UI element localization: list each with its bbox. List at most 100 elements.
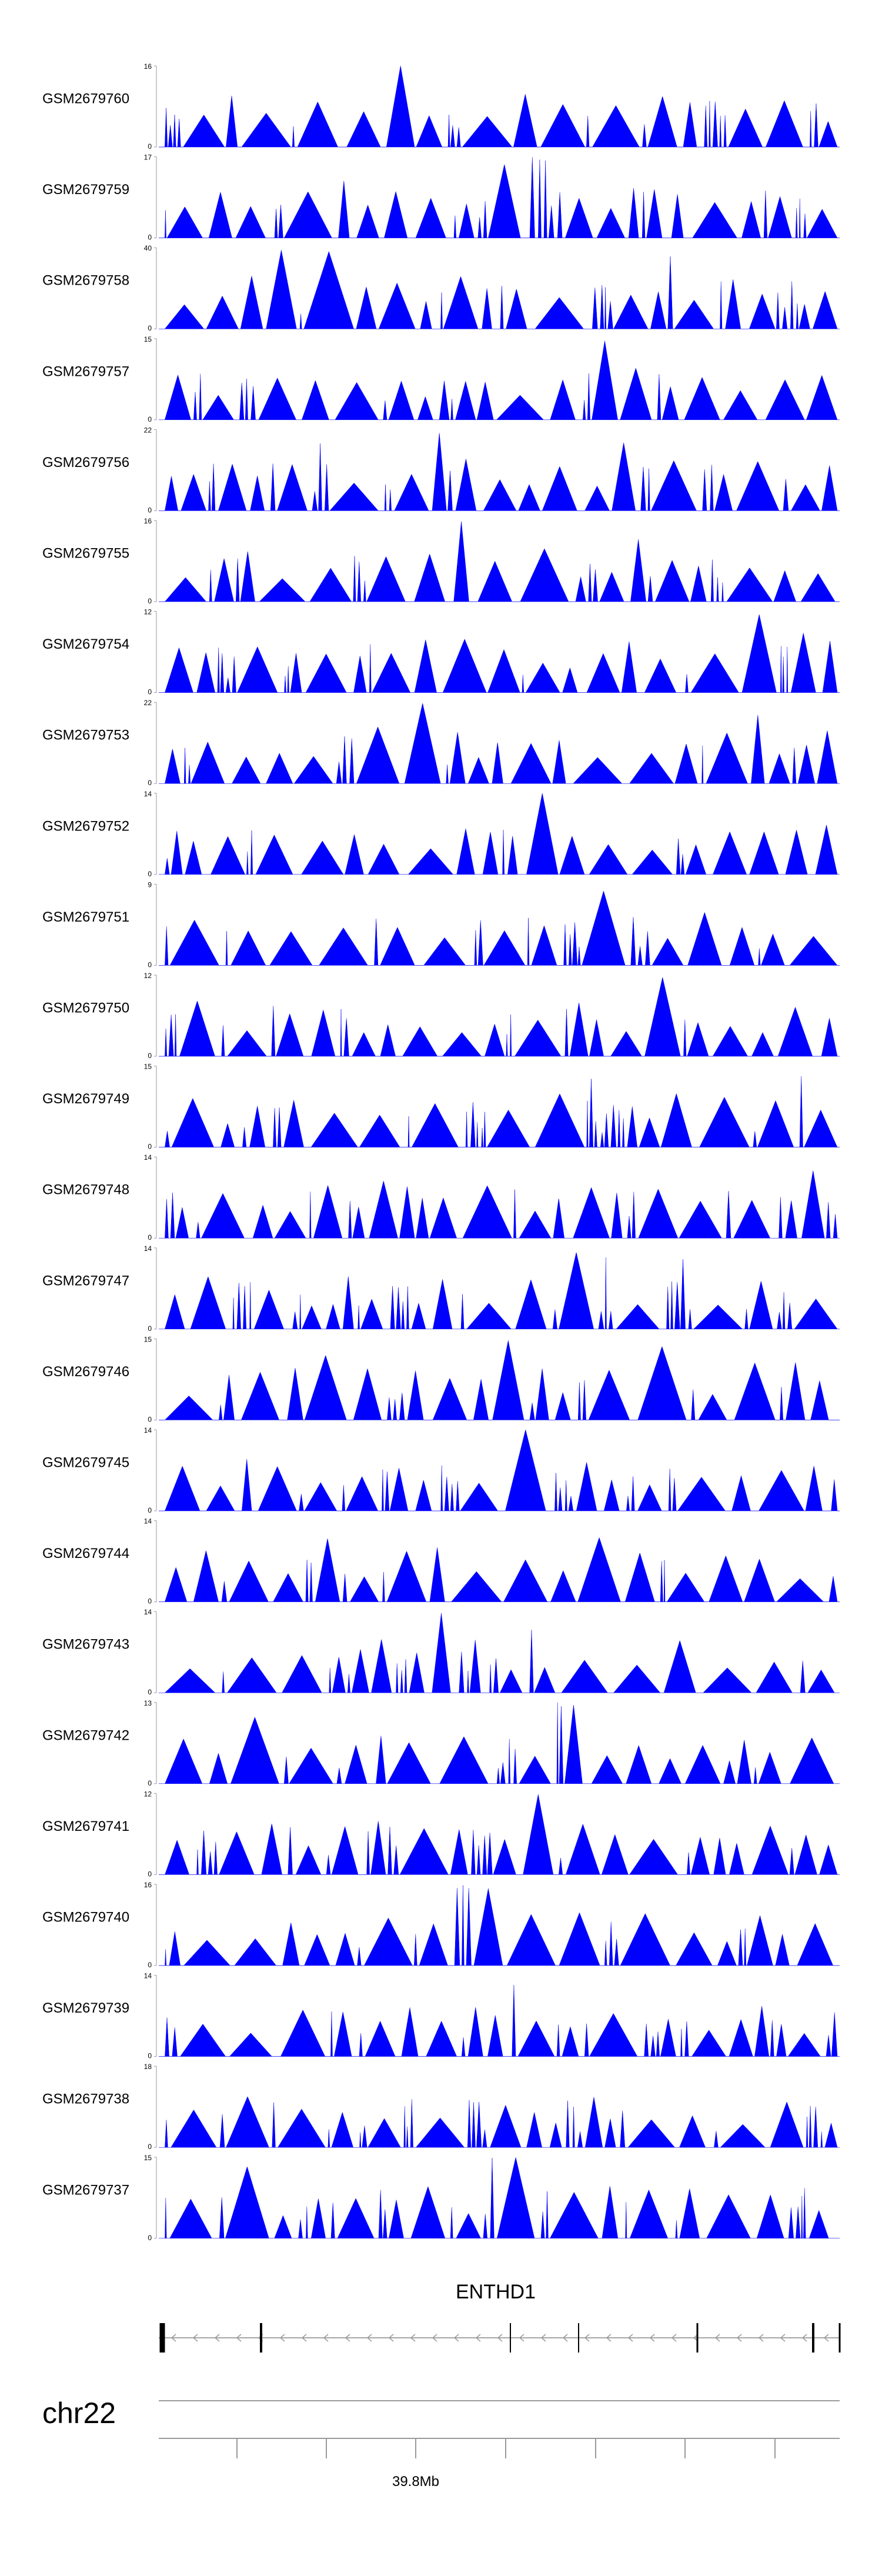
coverage-area (158, 1252, 840, 1330)
strand-arrow (671, 2334, 677, 2342)
strand-arrow (323, 2334, 329, 2342)
y-min-label: 0 (148, 960, 152, 969)
y-max-label: 15 (144, 2154, 152, 2162)
gene-annotation: ENTHD1 (159, 2281, 841, 2353)
coverage-track: GSM2679755 16 0 (42, 517, 840, 605)
coverage-area (158, 1170, 840, 1239)
coverage-area (158, 614, 840, 693)
y-max-label: 16 (144, 62, 152, 71)
coverage-area (158, 1613, 840, 1693)
strand-arrow (736, 2334, 742, 2342)
coverage-area (158, 157, 840, 238)
track-label: GSM2679744 (42, 1546, 129, 1561)
y-max-label: 16 (144, 1881, 152, 1889)
coverage-area (158, 341, 840, 421)
strand-arrow (780, 2334, 786, 2342)
y-min-label: 0 (148, 233, 152, 242)
y-min-label: 0 (148, 597, 152, 605)
coverage-area (158, 250, 840, 329)
coverage-area (158, 1429, 840, 1511)
axis-ticks (236, 2438, 776, 2458)
strand-arrow (345, 2334, 350, 2342)
track-label: GSM2679747 (42, 1273, 129, 1289)
y-max-label: 14 (144, 1244, 152, 1253)
strand-arrow (366, 2334, 372, 2342)
y-max-label: 13 (144, 1699, 152, 1707)
strand-arrow (606, 2334, 612, 2342)
y-min-label: 0 (148, 688, 152, 696)
exon (812, 2323, 814, 2353)
y-min-label: 0 (148, 1870, 152, 1878)
coverage-track: GSM2679758 40 0 (42, 244, 840, 332)
y-max-label: 18 (144, 2063, 152, 2071)
track-label: GSM2679740 (42, 1909, 129, 1925)
y-min-label: 0 (148, 1688, 152, 1696)
y-max-label: 14 (144, 1517, 152, 1526)
y-min-label: 0 (148, 1506, 152, 1514)
y-max-label: 14 (144, 790, 152, 798)
coverage-area (158, 1984, 840, 2057)
y-max-label: 14 (144, 1972, 152, 1980)
track-label: GSM2679737 (42, 2182, 129, 2198)
exon (578, 2323, 579, 2353)
coverage-track: GSM2679745 14 0 (42, 1426, 840, 1514)
coverage-track: GSM2679753 22 0 (42, 699, 840, 787)
track-label: GSM2679758 (42, 273, 129, 289)
y-min-label: 0 (148, 2052, 152, 2060)
y-min-label: 0 (148, 1961, 152, 1969)
coverage-track: GSM2679749 15 0 (42, 1063, 840, 1151)
coverage-track: GSM2679746 15 0 (42, 1335, 840, 1423)
track-label: GSM2679760 (42, 91, 129, 106)
coverage-track: GSM2679757 15 0 (42, 335, 840, 423)
coverage-area (158, 1340, 840, 1420)
coverage-area (158, 703, 840, 784)
track-label: GSM2679739 (42, 2000, 129, 2016)
strand-arrow (562, 2334, 568, 2342)
y-min-label: 0 (148, 1415, 152, 1423)
y-min-label: 0 (148, 1597, 152, 1606)
strand-arrow (171, 2334, 176, 2342)
strand-arrow (301, 2334, 307, 2342)
y-max-label: 14 (144, 1153, 152, 1162)
strand-arrow (410, 2334, 416, 2342)
strand-arrow (823, 2334, 829, 2342)
coverage-area (158, 890, 840, 966)
coverage-track: GSM2679756 22 0 (42, 426, 840, 514)
track-label: GSM2679754 (42, 636, 129, 652)
strand-arrow (649, 2334, 655, 2342)
strand-arrow (758, 2334, 764, 2342)
coverage-area (158, 2157, 840, 2239)
track-label: GSM2679755 (42, 545, 129, 561)
track-label: GSM2679757 (42, 363, 129, 379)
track-label: GSM2679752 (42, 818, 129, 834)
y-min-label: 0 (148, 1052, 152, 1060)
y-max-label: 14 (144, 1426, 152, 1434)
y-min-label: 0 (148, 2143, 152, 2151)
exon (260, 2323, 262, 2353)
strand-arrow (540, 2334, 546, 2342)
coverage-area (158, 2096, 840, 2148)
coverage-tracks: GSM2679760160GSM2679759170GSM2679758400G… (42, 62, 840, 2242)
coverage-area (158, 977, 840, 1057)
coverage-track: GSM2679754 12 0 (42, 608, 840, 696)
track-label: GSM2679748 (42, 1182, 129, 1198)
exon (838, 2323, 841, 2353)
coverage-track: GSM2679739 14 0 (42, 1972, 840, 2060)
track-label: GSM2679751 (42, 909, 129, 925)
y-min-label: 0 (148, 324, 152, 332)
coverage-area (158, 1076, 840, 1147)
y-min-label: 0 (148, 1324, 152, 1333)
y-max-label: 22 (144, 426, 152, 434)
strand-arrow (279, 2334, 285, 2342)
coverage-track: GSM2679748 14 0 (42, 1153, 840, 1242)
y-max-label: 9 (148, 880, 152, 889)
track-label: GSM2679745 (42, 1454, 129, 1470)
y-max-label: 12 (144, 608, 152, 616)
chromosome-axis: chr22 39.8Mb (42, 2397, 840, 2490)
y-min-label: 0 (148, 2234, 152, 2242)
exon (159, 2323, 165, 2353)
y-min-label: 0 (148, 415, 152, 423)
strand-arrow (714, 2334, 720, 2342)
track-label: GSM2679742 (42, 1727, 129, 1743)
